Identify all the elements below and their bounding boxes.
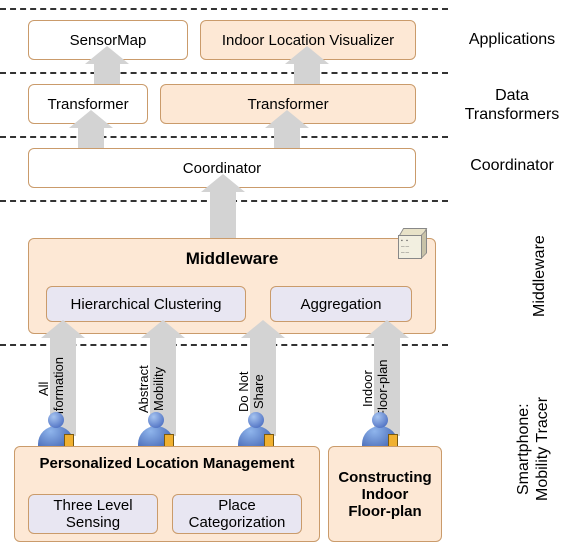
- layer-label-coordinator: Coordinator: [454, 156, 570, 175]
- layer-label-smartphone: Smartphone: Mobility Tracer: [514, 356, 552, 542]
- box-constructing-indoor-floorplan: Constructing Indoor Floor-plan: [328, 446, 442, 542]
- middleware-title: Middleware: [29, 249, 435, 269]
- arrow-icon: [94, 62, 120, 84]
- box-hierarchical-clustering: Hierarchical Clustering: [46, 286, 246, 322]
- arrow-icon: [210, 190, 236, 238]
- arrow-icon: [78, 126, 104, 148]
- separator: [0, 8, 448, 10]
- layer-label-middleware: Middleware: [530, 214, 549, 338]
- arrow-icon: [294, 62, 320, 84]
- layer-label-transformers: Data Transformers: [454, 86, 570, 124]
- box-aggregation: Aggregation: [270, 286, 412, 322]
- separator: [0, 72, 448, 74]
- separator: [0, 136, 448, 138]
- plm-title: Personalized Location Management: [15, 455, 319, 472]
- layer-label-applications: Applications: [454, 30, 570, 49]
- box-three-level-sensing: Three Level Sensing: [28, 494, 158, 534]
- box-place-categorization: Place Categorization: [172, 494, 302, 534]
- server-icon: ▪ ▪────: [398, 228, 426, 262]
- arrow-icon: [274, 126, 300, 148]
